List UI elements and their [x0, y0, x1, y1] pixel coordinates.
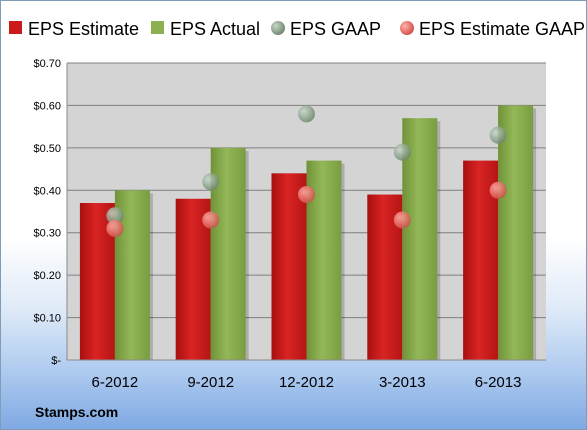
- scatter-points: [106, 105, 507, 237]
- legend-marker-eps-estimate-gaap: [400, 21, 414, 35]
- legend-marker-eps-estimate: [9, 21, 22, 34]
- eps-estimate-bar: [271, 173, 307, 360]
- y-tick-label: $0.60: [33, 100, 61, 112]
- x-tick-label: 6-2012: [92, 374, 139, 391]
- x-axis: 6-2012 9-2012 12-2012 3-2013 6-2013: [67, 359, 546, 391]
- eps-gaap-point: [489, 126, 507, 144]
- legend-label: EPS Estimate: [28, 19, 139, 39]
- bars: [79, 105, 537, 361]
- brand-label: Stamps.com: [35, 404, 118, 420]
- y-tick-label: $0.10: [33, 313, 61, 325]
- y-tick-label: $0.30: [33, 228, 61, 240]
- legend-label: EPS Actual: [170, 19, 260, 39]
- x-tick-label: 6-2013: [475, 374, 522, 391]
- eps-gaap-point: [298, 105, 315, 123]
- legend: EPS Estimate EPS Actual EPS GAAP EPS Estima…: [9, 19, 585, 39]
- eps-gaap-point: [202, 173, 220, 191]
- y-tick-label: $-: [51, 355, 61, 367]
- eps-estimate-gaap-point: [489, 181, 507, 199]
- eps-actual-bar: [498, 105, 534, 360]
- legend-label: EPS Estimate GAAP: [419, 19, 585, 39]
- legend-label: EPS GAAP: [290, 19, 381, 39]
- y-tick-label: $0.50: [33, 143, 61, 155]
- eps-gaap-point: [106, 207, 124, 225]
- eps-estimate-gaap-point: [202, 211, 220, 229]
- eps-actual-bar: [402, 118, 438, 361]
- eps-estimate-gaap-point: [298, 186, 315, 204]
- y-axis: $- $0.10 $0.20 $0.30 $0.40 $0.50 $0.60 $0.70: [33, 58, 68, 367]
- x-tick-label: 3-2013: [379, 374, 426, 391]
- eps-estimate-gaap-point: [106, 219, 124, 237]
- x-tick-label: 12-2012: [279, 374, 334, 391]
- y-tick-label: $0.70: [33, 58, 61, 70]
- legend-marker-eps-actual: [151, 21, 164, 34]
- y-tick-label: $0.40: [33, 185, 61, 197]
- eps-gaap-point: [393, 143, 411, 161]
- legend-marker-eps-gaap: [271, 21, 285, 35]
- x-tick-label: 9-2012: [187, 374, 234, 391]
- y-tick-label: $0.20: [33, 270, 61, 282]
- eps-estimate-gaap-point: [393, 211, 411, 229]
